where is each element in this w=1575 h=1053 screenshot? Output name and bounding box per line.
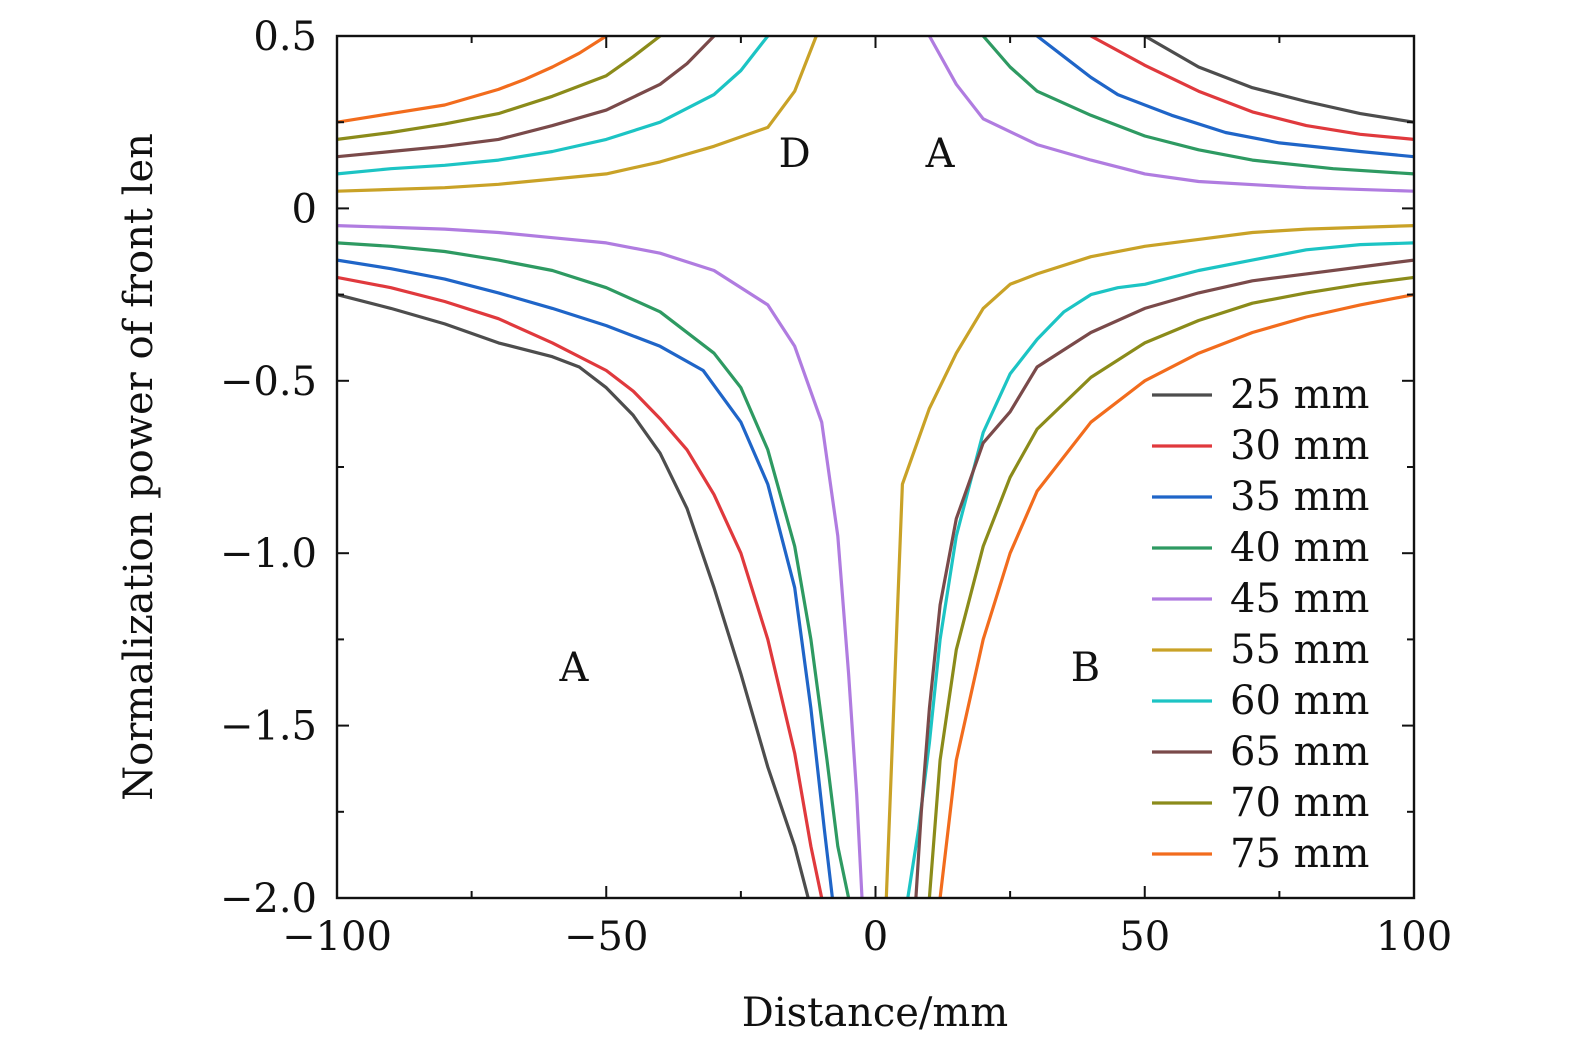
region-label-B: B — [1071, 645, 1100, 691]
legend: 25 mm 30 mm 35 mm 40 mm 45 mm 55 mm 60 mm 65 mm… — [1152, 372, 1369, 877]
legend-label: 55 mm — [1230, 627, 1369, 673]
series-60-mm-line-2 — [906, 241, 1414, 898]
series-30-mm-line-1 — [1089, 36, 1414, 141]
series-75-mm-line-1 — [337, 36, 608, 124]
series-65-mm-line-2 — [914, 258, 1414, 898]
x-tick-label: 100 — [1376, 914, 1452, 960]
legend-label: 70 mm — [1230, 780, 1369, 826]
x-axis-title: Distance/mm — [742, 990, 1008, 1036]
series-60-mm-line-1 — [337, 36, 770, 176]
y-tick-label: 0 — [292, 186, 317, 232]
region-label-A: A — [558, 645, 589, 691]
x-tick-label: 50 — [1119, 914, 1170, 960]
labels-layer: −100 −50 0 50 100 0.5 0 −0.5 −1.0 −1.5 −2.0 — [220, 14, 1452, 960]
series-25-mm-line-2 — [337, 293, 810, 898]
legend-label: 25 mm — [1230, 372, 1369, 418]
y-axis-title: Normalization power of front len — [116, 133, 162, 801]
y-tick-label: −1.5 — [220, 704, 317, 750]
series-30-mm-line-2 — [337, 275, 824, 898]
legend-label: 75 mm — [1230, 831, 1369, 877]
series-40-mm-line-1 — [981, 36, 1414, 176]
legend-label: 30 mm — [1230, 423, 1369, 469]
x-tick-label: −50 — [564, 914, 648, 960]
series-45-mm-line-2 — [337, 224, 864, 898]
series-65-mm-line-1 — [337, 36, 716, 159]
series-70-mm-line-2 — [927, 275, 1414, 898]
series-45-mm-line-1 — [927, 36, 1414, 193]
y-tick-label: −1.0 — [220, 531, 317, 577]
annotation-layer: D A A B — [558, 131, 1100, 691]
series-35-mm-line-2 — [337, 258, 834, 898]
x-tick-label: −100 — [282, 914, 392, 960]
legend-label: 60 mm — [1230, 678, 1369, 724]
region-label-D: D — [779, 131, 811, 177]
y-tick-label: −0.5 — [220, 359, 317, 405]
y-tick-label: 0.5 — [253, 14, 317, 60]
legend-label: 35 mm — [1230, 474, 1369, 520]
ticks-layer — [336, 35, 1415, 899]
series-25-mm-line-1 — [1143, 36, 1414, 124]
series-55-mm-line-2 — [884, 224, 1414, 898]
y-tick-label: −2.0 — [220, 876, 317, 922]
series-35-mm-line-1 — [1035, 36, 1414, 159]
series-55-mm-line-1 — [337, 36, 818, 193]
series-layer — [337, 36, 1414, 898]
series-70-mm-line-1 — [337, 36, 662, 141]
legend-label: 40 mm — [1230, 525, 1369, 571]
legend-label: 65 mm — [1230, 729, 1369, 775]
legend-label: 45 mm — [1230, 576, 1369, 622]
series-75-mm-line-2 — [938, 293, 1414, 898]
region-label-A: A — [925, 131, 956, 177]
series-40-mm-line-2 — [337, 241, 851, 898]
x-tick-label: 0 — [863, 914, 888, 960]
